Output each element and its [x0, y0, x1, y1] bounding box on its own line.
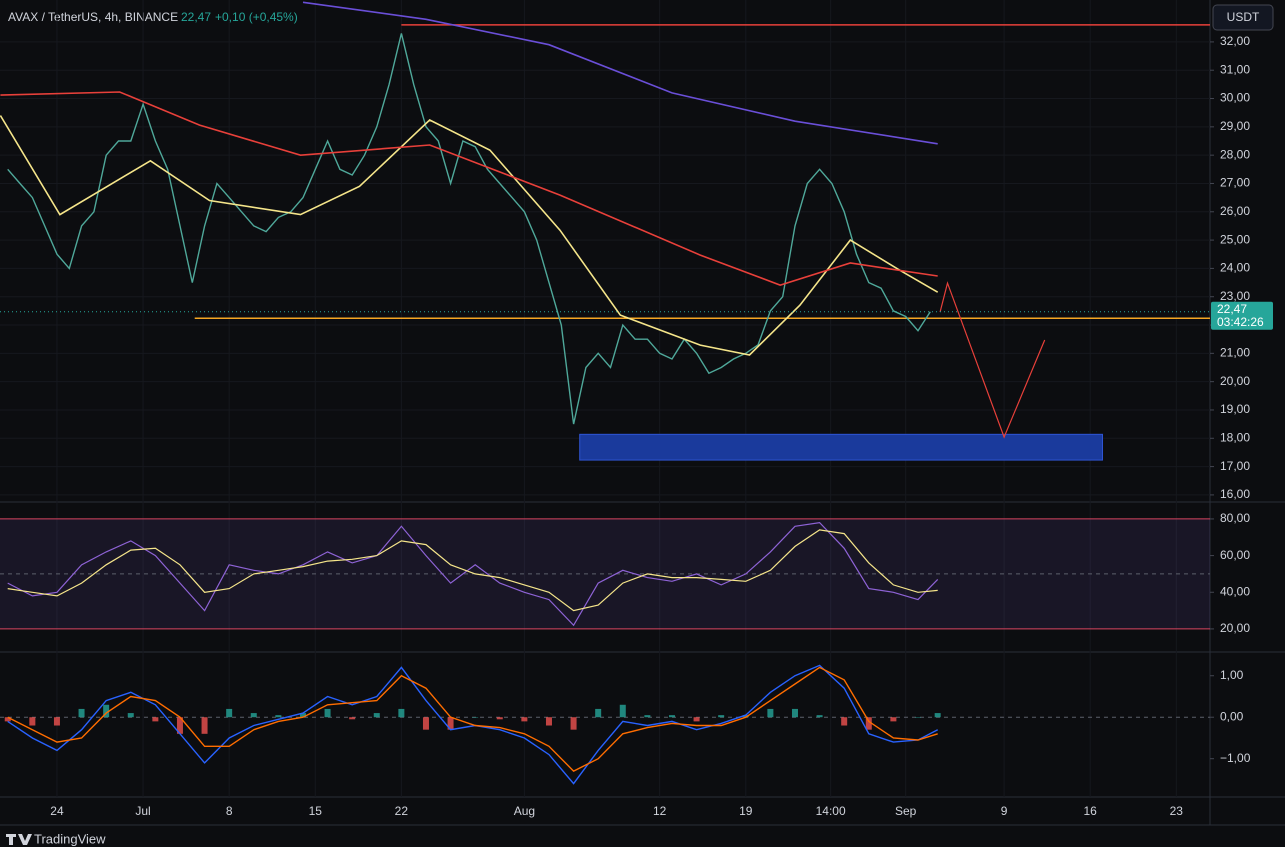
y-tick-label: 32,00	[1220, 34, 1250, 48]
macd-histogram-bar	[4, 717, 11, 722]
y-tick-label: 16,00	[1220, 487, 1250, 501]
macd-histogram-bar	[668, 715, 675, 718]
x-tick-label: 16	[1084, 804, 1098, 818]
macd-histogram-bar	[865, 717, 872, 730]
y-tick-label: 20,00	[1220, 374, 1250, 388]
y-tick-label: 24,00	[1220, 261, 1250, 275]
currency-button[interactable]	[1212, 4, 1274, 31]
currency-label[interactable]: USDT	[1227, 10, 1260, 24]
y-tick-label: 80,00	[1220, 511, 1250, 525]
brand-logo	[6, 834, 32, 845]
last-price-label: 22,47	[1217, 302, 1247, 316]
macd-histogram-bar	[422, 717, 429, 730]
x-tick-label: 15	[309, 804, 323, 818]
y-tick-label: 1,00	[1220, 668, 1244, 682]
macd-histogram-bar	[914, 717, 921, 718]
x-tick-label: 22	[395, 804, 409, 818]
x-tick-label: 14:00	[816, 804, 846, 818]
macd-histogram-bar	[398, 708, 405, 718]
y-tick-label: 23,00	[1220, 289, 1250, 303]
demand-zone	[579, 433, 1103, 461]
last-price-tag	[1211, 301, 1273, 330]
macd-histogram-bar	[472, 717, 479, 718]
moving-average	[0, 91, 938, 286]
y-tick-label: 29,00	[1220, 119, 1250, 133]
rsi-average	[7, 529, 938, 612]
macd-histogram-bar	[250, 713, 257, 718]
macd-histogram-bar	[619, 704, 626, 718]
macd-histogram-bar	[742, 715, 749, 718]
macd-histogram-bar	[595, 708, 602, 718]
macd-histogram-bar	[570, 717, 577, 730]
symbol-title: AVAX / TetherUS, 4h, BINANCE	[8, 10, 178, 24]
macd-histogram-bar	[103, 704, 110, 718]
y-tick-label: −1,00	[1220, 751, 1251, 765]
header-price: 22,47	[181, 10, 211, 24]
macd-histogram-bar	[226, 708, 233, 718]
x-tick-label: 24	[50, 804, 64, 818]
macd-histogram-bar	[324, 708, 331, 718]
y-tick-label: 27,00	[1220, 176, 1250, 190]
macd-histogram-bar	[718, 715, 725, 718]
macd-histogram-bar	[176, 717, 183, 734]
macd-histogram-bar	[841, 717, 848, 726]
macd-histogram-bar	[644, 715, 651, 718]
macd-histogram-bar	[275, 715, 282, 718]
y-tick-label: 0,00	[1220, 709, 1244, 723]
macd-histogram-bar	[521, 717, 528, 722]
macd-histogram-bar	[890, 717, 897, 722]
countdown-label: 03:42:26	[1217, 315, 1264, 329]
y-tick-label: 20,00	[1220, 621, 1250, 635]
y-tick-label: 21,00	[1220, 346, 1250, 360]
x-tick-label: 9	[1001, 804, 1008, 818]
x-tick-label: 19	[739, 804, 753, 818]
macd-histogram-bar	[201, 717, 208, 734]
moving-average	[302, 1, 938, 145]
x-tick-label: 23	[1170, 804, 1184, 818]
y-tick-label: 28,00	[1220, 147, 1250, 161]
brand-name: TradingView	[34, 831, 106, 846]
macd-histogram-bar	[545, 717, 552, 726]
macd-histogram-bar	[29, 717, 36, 726]
rsi-band	[0, 518, 1210, 629]
y-tick-label: 19,00	[1220, 402, 1250, 416]
macd-histogram-bar	[816, 715, 823, 718]
macd-histogram-bar	[767, 708, 774, 718]
macd-histogram-bar	[349, 717, 356, 720]
y-tick-label: 30,00	[1220, 91, 1250, 105]
x-tick-label: 12	[653, 804, 667, 818]
y-tick-label: 60,00	[1220, 548, 1250, 562]
macd-histogram-bar	[447, 717, 454, 730]
macd-histogram-bar	[152, 717, 159, 722]
rsi-line	[7, 521, 939, 627]
signal-line	[7, 666, 938, 772]
y-tick-label: 25,00	[1220, 232, 1250, 246]
x-tick-label: Aug	[514, 804, 535, 818]
y-tick-label: 17,00	[1220, 459, 1250, 473]
price-line	[7, 33, 931, 425]
macd-histogram-bar	[693, 717, 700, 722]
x-tick-label: Jul	[135, 804, 150, 818]
y-tick-label: 40,00	[1220, 584, 1250, 598]
macd-histogram-bar	[934, 713, 941, 718]
projection-path	[939, 281, 1046, 439]
moving-average	[0, 115, 939, 356]
macd-histogram-bar	[791, 708, 798, 718]
macd-histogram-bar	[127, 713, 134, 718]
macd-histogram-bar	[496, 717, 503, 720]
x-tick-label: Sep	[895, 804, 917, 818]
y-tick-label: 18,00	[1220, 430, 1250, 444]
header-change: +0,10 (+0,45%)	[215, 10, 298, 24]
x-tick-label: 8	[226, 804, 233, 818]
macd-histogram-bar	[299, 713, 306, 718]
y-tick-label: 31,00	[1220, 62, 1250, 76]
macd-histogram-bar	[78, 708, 85, 718]
y-tick-label: 26,00	[1220, 204, 1250, 218]
macd-histogram-bar	[373, 713, 380, 718]
macd-histogram-bar	[53, 717, 60, 726]
